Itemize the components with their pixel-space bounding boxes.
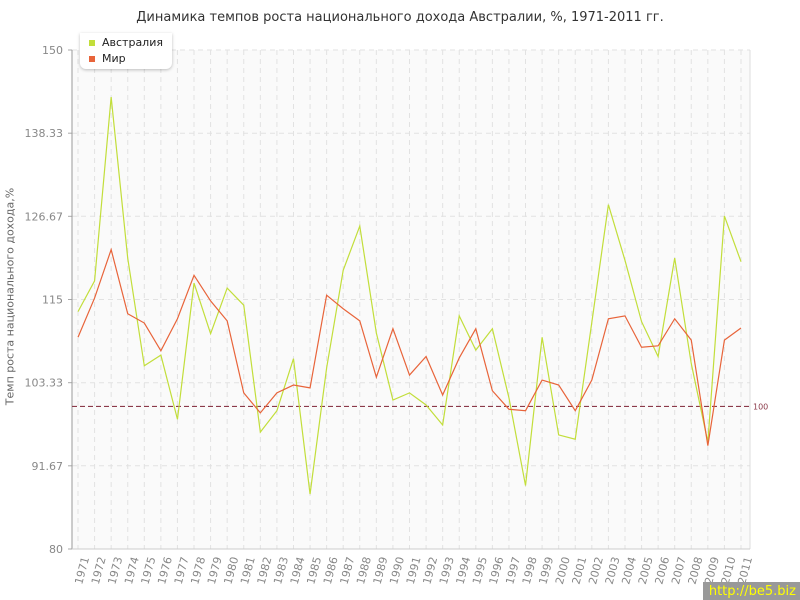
y-tick-label: 80: [49, 543, 63, 556]
legend-item-world[interactable]: Мир: [89, 52, 126, 65]
y-tick-label: 115: [42, 294, 63, 307]
watermark[interactable]: http://be5.biz: [702, 582, 800, 600]
y-tick-label: 91.67: [32, 460, 64, 473]
y-tick-label: 150: [42, 44, 63, 57]
legend-label: Австралия: [102, 36, 163, 49]
legend-item-australia[interactable]: Австралия: [89, 36, 163, 49]
series-line: [77, 247, 742, 446]
y-tick-label: 126.67: [25, 210, 64, 223]
legend-swatch: [89, 55, 95, 62]
legend: Австралия Мир: [80, 33, 172, 69]
reference-line-label: 100: [753, 402, 768, 411]
y-tick-label: 103.33: [25, 377, 64, 390]
legend-label: Мир: [102, 52, 126, 65]
legend-swatch: [89, 39, 95, 46]
y-tick-label: 138.33: [25, 127, 64, 140]
series-world: [77, 247, 742, 446]
series-australia: [77, 96, 742, 495]
chart-title: Динамика темпов роста национального дохо…: [136, 10, 664, 25]
series-line: [77, 96, 742, 495]
